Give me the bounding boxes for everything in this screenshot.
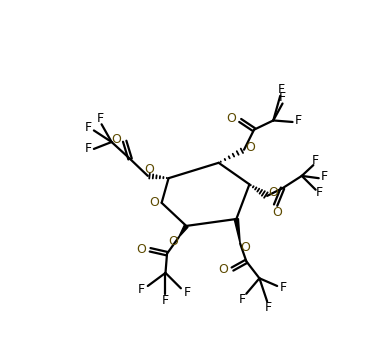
Text: O: O [136,243,146,256]
Text: F: F [279,91,286,104]
Text: F: F [184,286,191,299]
Text: F: F [321,170,328,183]
Text: F: F [294,114,301,127]
Text: O: O [272,206,282,219]
Text: O: O [240,241,251,254]
Text: O: O [144,163,154,176]
Text: F: F [312,154,319,167]
Text: O: O [218,262,228,275]
Text: F: F [280,281,287,294]
Text: O: O [245,141,255,154]
Text: F: F [316,186,323,199]
Polygon shape [179,225,188,237]
Text: F: F [239,292,246,306]
Polygon shape [234,219,240,244]
Text: F: F [85,121,92,134]
Text: F: F [96,112,104,125]
Text: F: F [278,83,285,96]
Text: O: O [168,235,178,248]
Text: O: O [149,195,159,209]
Text: O: O [269,186,278,199]
Text: O: O [111,133,121,146]
Text: O: O [226,112,236,125]
Text: F: F [85,142,92,155]
Text: F: F [138,283,145,296]
Text: F: F [162,294,169,307]
Text: F: F [265,301,272,314]
